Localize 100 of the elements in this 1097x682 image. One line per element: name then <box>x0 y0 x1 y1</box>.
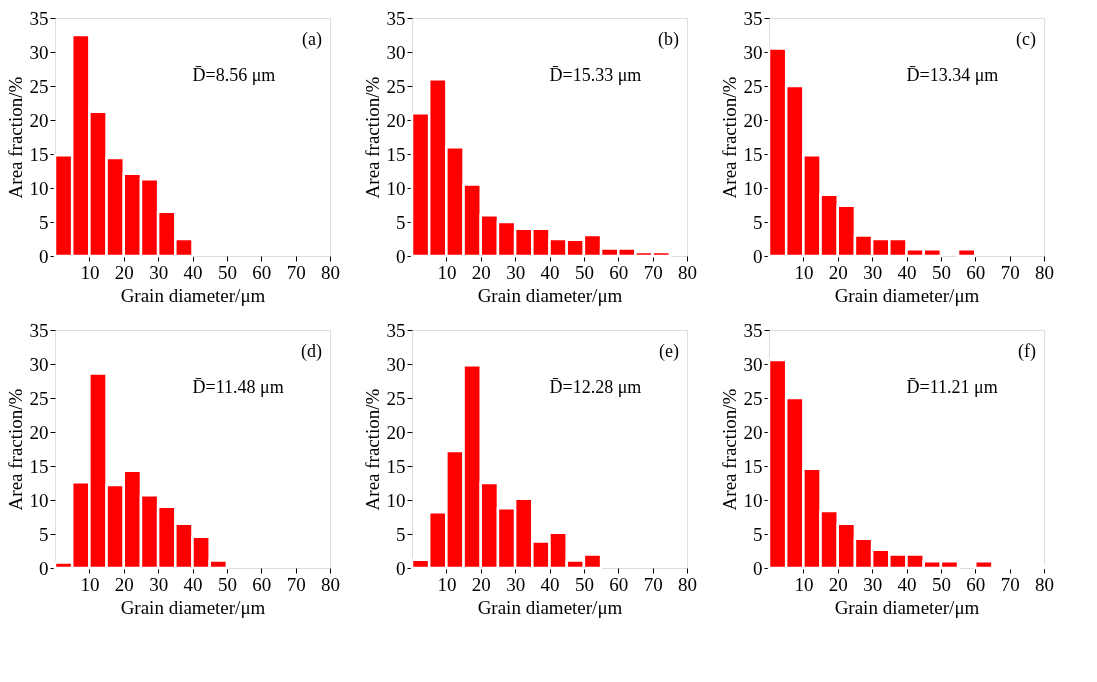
x-tick-label: 10 <box>794 573 814 595</box>
x-tick-label: 20 <box>114 261 134 283</box>
y-tick-label: 15 <box>29 455 49 477</box>
y-tick-label: 10 <box>743 489 763 511</box>
y-tick-label: 20 <box>386 109 406 131</box>
y-tick-label: 0 <box>39 245 49 267</box>
y-tick-label: 30 <box>743 353 763 375</box>
x-tick-label: 20 <box>828 261 848 283</box>
y-tick-label: 5 <box>753 211 763 233</box>
x-tick-label: 20 <box>471 261 491 283</box>
y-tick-label: 15 <box>743 143 763 165</box>
x-tick-label: 20 <box>471 573 491 595</box>
x-tick-label: 60 <box>609 573 629 595</box>
x-tick-label: 50 <box>931 573 951 595</box>
y-tick-label: 5 <box>753 523 763 545</box>
y-tick-label: 5 <box>396 523 406 545</box>
annotation: (d) <box>301 341 322 362</box>
y-tick-label: 35 <box>386 319 406 341</box>
y-axis-title: Area fraction/% <box>4 76 26 199</box>
y-axis-title: Area fraction/% <box>718 388 740 511</box>
y-tick-label: 15 <box>743 455 763 477</box>
annotation: D̄=13.34 μm <box>906 65 999 85</box>
x-tick-label: 20 <box>828 573 848 595</box>
x-tick-label: 10 <box>80 261 100 283</box>
x-tick-label: 70 <box>643 573 663 595</box>
y-tick-label: 0 <box>39 557 49 579</box>
x-tick-label: 20 <box>114 573 134 595</box>
x-tick-label: 40 <box>183 261 203 283</box>
y-axis-title: Area fraction/% <box>361 388 383 511</box>
y-tick-label: 25 <box>29 75 49 97</box>
y-tick-label: 0 <box>753 557 763 579</box>
y-tick-label: 5 <box>396 211 406 233</box>
x-tick-label: 30 <box>149 573 169 595</box>
annotation: D̄=11.48 μm <box>192 377 284 397</box>
y-tick-label: 30 <box>386 353 406 375</box>
x-tick-label: 60 <box>966 261 986 283</box>
y-tick-label: 25 <box>386 387 406 409</box>
annotation: D̄=12.28 μm <box>549 377 642 397</box>
x-tick-label: 40 <box>183 573 203 595</box>
x-tick-label: 30 <box>506 261 526 283</box>
y-tick-label: 0 <box>753 245 763 267</box>
x-tick-label: 60 <box>966 573 986 595</box>
y-tick-label: 5 <box>39 211 49 233</box>
y-tick-label: 20 <box>29 109 49 131</box>
x-axis-title: Grain diameter/μm <box>477 284 623 306</box>
x-tick-label: 80 <box>321 261 340 283</box>
x-tick-label: 70 <box>286 573 306 595</box>
y-tick-label: 30 <box>29 41 49 63</box>
x-axis-title: Grain diameter/μm <box>120 596 266 618</box>
x-tick-label: 80 <box>1035 261 1054 283</box>
x-tick-label: 40 <box>897 261 917 283</box>
y-tick-label: 25 <box>29 387 49 409</box>
x-tick-label: 30 <box>863 261 883 283</box>
annotation: (c) <box>1016 29 1036 50</box>
x-axis-title: Grain diameter/μm <box>834 596 980 618</box>
x-tick-label: 80 <box>678 573 697 595</box>
annotation: D̄=11.21 μm <box>906 377 998 397</box>
x-tick-label: 70 <box>643 261 663 283</box>
y-tick-label: 10 <box>386 489 406 511</box>
x-tick-label: 40 <box>540 573 560 595</box>
x-tick-label: 80 <box>1035 573 1054 595</box>
x-tick-label: 10 <box>437 573 457 595</box>
x-tick-label: 10 <box>437 261 457 283</box>
x-tick-label: 50 <box>574 261 594 283</box>
y-tick-label: 5 <box>39 523 49 545</box>
x-tick-label: 60 <box>252 261 272 283</box>
annotation: D̄=8.56 μm <box>192 65 276 85</box>
x-tick-label: 40 <box>540 261 560 283</box>
x-tick-label: 70 <box>1000 261 1020 283</box>
y-tick-label: 20 <box>29 421 49 443</box>
x-tick-label: 70 <box>1000 573 1020 595</box>
annotation: (a) <box>302 29 322 50</box>
x-tick-label: 50 <box>574 573 594 595</box>
y-axis-title: Area fraction/% <box>718 76 740 199</box>
y-tick-label: 30 <box>386 41 406 63</box>
y-axis-title: Area fraction/% <box>4 388 26 511</box>
y-tick-label: 35 <box>29 7 49 29</box>
x-tick-label: 30 <box>863 573 883 595</box>
x-tick-label: 10 <box>80 573 100 595</box>
y-tick-label: 20 <box>743 109 763 131</box>
x-tick-label: 40 <box>897 573 917 595</box>
x-tick-label: 80 <box>678 261 697 283</box>
x-tick-label: 60 <box>252 573 272 595</box>
annotation: D̄=15.33 μm <box>549 65 642 85</box>
y-tick-label: 20 <box>386 421 406 443</box>
y-tick-label: 10 <box>386 177 406 199</box>
y-tick-label: 25 <box>743 387 763 409</box>
y-tick-label: 35 <box>743 7 763 29</box>
y-tick-label: 15 <box>386 143 406 165</box>
x-tick-label: 10 <box>794 261 814 283</box>
x-tick-label: 50 <box>217 573 237 595</box>
x-tick-label: 50 <box>931 261 951 283</box>
y-tick-label: 15 <box>29 143 49 165</box>
x-axis-title: Grain diameter/μm <box>834 284 980 306</box>
y-tick-label: 35 <box>29 319 49 341</box>
x-tick-label: 50 <box>217 261 237 283</box>
y-tick-label: 10 <box>29 489 49 511</box>
y-tick-label: 0 <box>396 245 406 267</box>
x-tick-label: 70 <box>286 261 306 283</box>
annotation: (b) <box>658 29 679 50</box>
